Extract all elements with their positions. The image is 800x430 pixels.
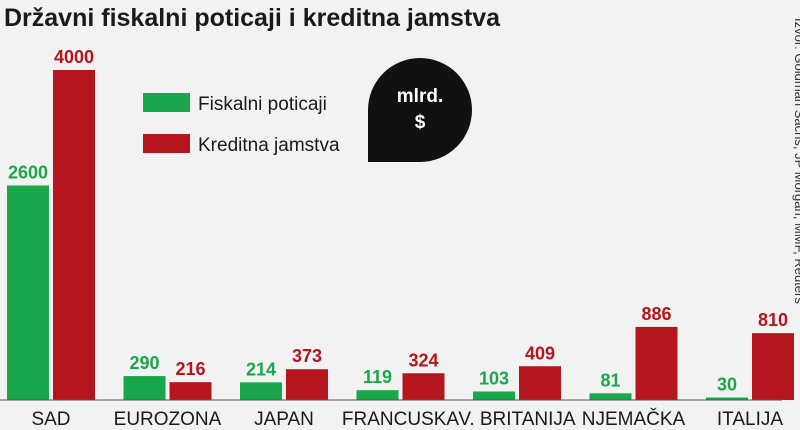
value-labels-group: 2600 4000 290 216 214 373 119 324 103 409 81 886 30 8…: [8, 47, 788, 395]
category-label-francuska: FRANCUSKA: [342, 409, 460, 430]
category-label-italija: ITALIJA: [717, 409, 783, 430]
bar-japan-fiskalni: [240, 382, 282, 400]
value-label-eurozona-kreditna: 216: [175, 359, 205, 379]
unit-label: mlrd.: [397, 86, 443, 107]
bar-v-britanija-fiskalni: [473, 391, 515, 400]
bar-italija-kreditna: [752, 333, 794, 400]
bar-francuska-fiskalni: [356, 390, 399, 400]
chart-title: Državni fiskalni poticaji i kreditna jam…: [4, 4, 501, 32]
value-label-francuska-fiskalni: 119: [363, 367, 392, 387]
legend-swatch-fiskalni: [143, 93, 190, 112]
value-label-eurozona-fiskalni: 290: [129, 353, 159, 373]
value-label-v-britanija-kreditna: 409: [525, 343, 555, 363]
value-label-japan-fiskalni: 214: [246, 359, 276, 379]
category-label-sad: SAD: [31, 409, 70, 430]
legend-swatch-kreditna: [143, 134, 190, 153]
unit-badge-shape: [368, 58, 472, 162]
category-label-japan: JAPAN: [254, 409, 314, 430]
category-label-v-britanija: V. BRITANIJA: [458, 409, 576, 430]
value-label-njemacka-kreditna: 886: [641, 304, 671, 324]
bar-japan-kreditna: [286, 369, 328, 400]
bar-italija-fiskalni: [706, 397, 748, 400]
unit-currency: $: [415, 112, 426, 133]
legend: Fiskalni poticaji Kreditna jamstva: [143, 93, 340, 156]
value-label-njemacka-fiskalni: 81: [600, 370, 620, 390]
legend-label-kreditna: Kreditna jamstva: [198, 135, 340, 156]
value-label-v-britanija-fiskalni: 103: [479, 369, 509, 389]
bar-njemacka-kreditna: [635, 326, 678, 400]
legend-label-fiskalni: Fiskalni poticaji: [198, 94, 327, 115]
value-label-sad-kreditna: 4000: [54, 47, 94, 67]
category-labels-group: SAD EUROZONA JAPAN FRANCUSKA V. BRITANIJA NJE…: [31, 408, 783, 430]
bar-sad-fiskalni: [7, 185, 49, 400]
value-label-sad-fiskalni: 2600: [8, 163, 48, 183]
category-label-njemacka: NJEMAČKA: [582, 408, 686, 430]
category-label-eurozona: EUROZONA: [114, 409, 222, 430]
value-label-italija-kreditna: 810: [758, 310, 788, 330]
value-label-japan-kreditna: 373: [292, 346, 322, 366]
bar-njemacka-fiskalni: [589, 393, 632, 400]
bar-francuska-kreditna: [402, 373, 445, 400]
bars-group: [7, 70, 794, 400]
value-label-francuska-kreditna: 324: [408, 350, 438, 370]
unit-badge: mlrd. $: [368, 58, 472, 162]
bar-v-britanija-kreditna: [519, 366, 561, 400]
source-note: Izvor: Goldman Sachs, JP Morgan, MMF, Re…: [792, 18, 800, 304]
value-label-italija-fiskalni: 30: [717, 375, 737, 395]
bar-sad-kreditna: [53, 70, 95, 400]
bar-eurozona-kreditna: [169, 382, 212, 400]
bar-eurozona-fiskalni: [123, 376, 166, 400]
